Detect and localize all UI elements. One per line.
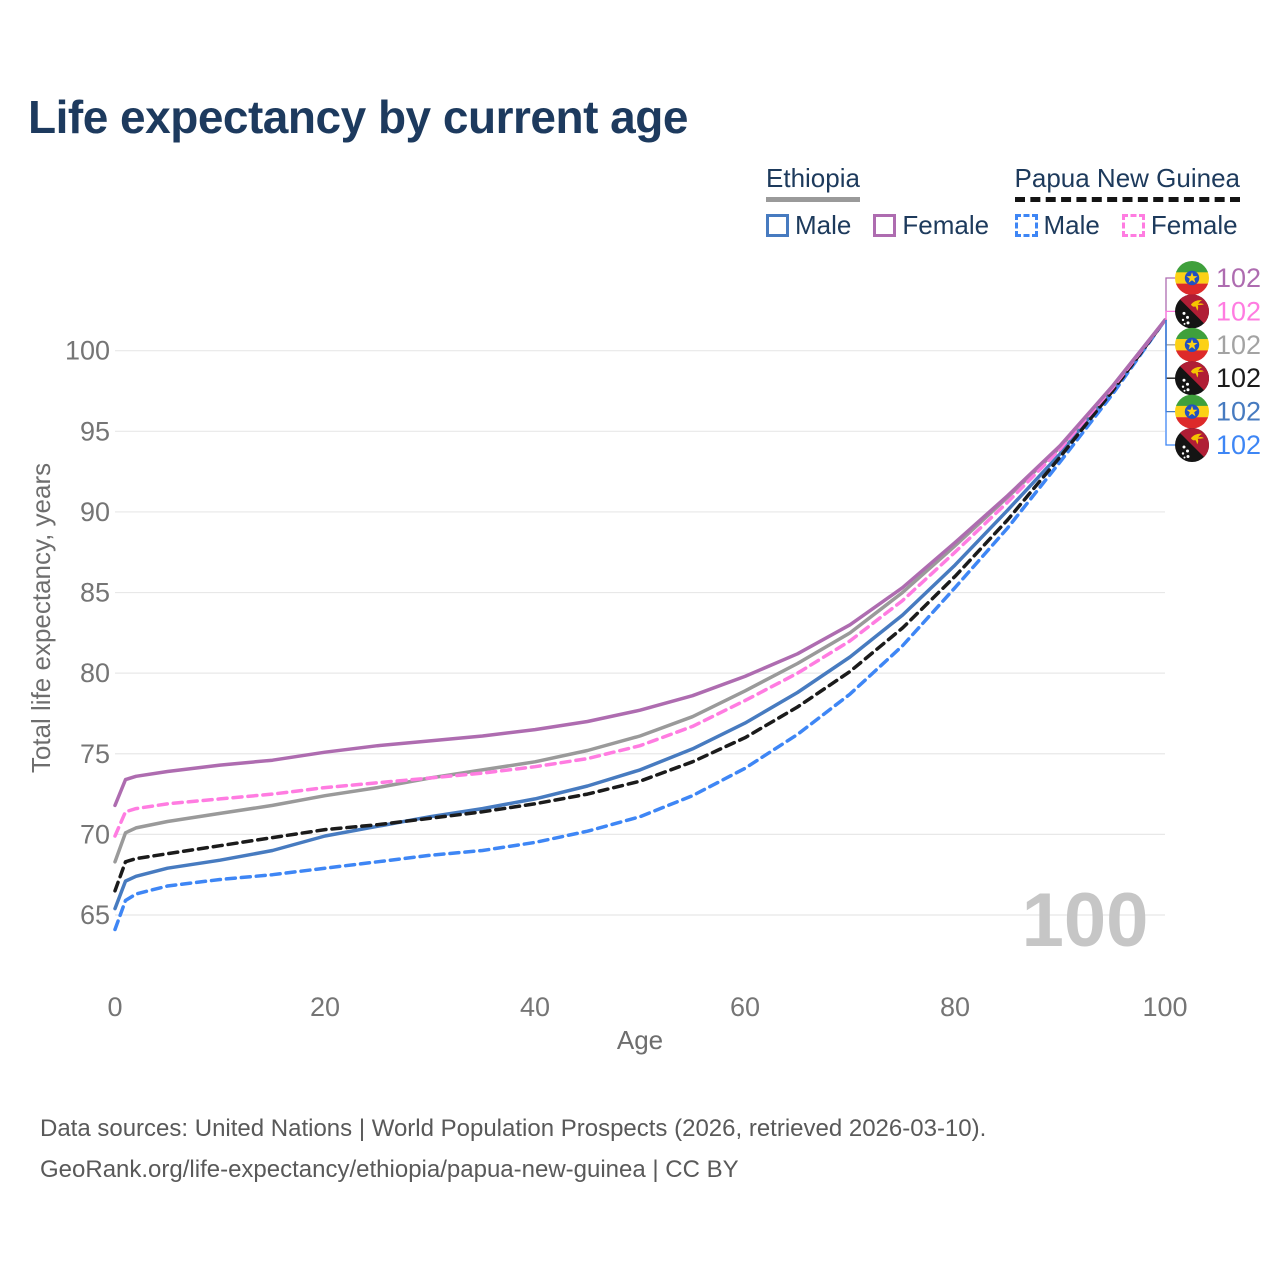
- legend-group-ethiopia: Ethiopia Male Female: [766, 163, 989, 241]
- series-line-papua-new-guinea-female[interactable]: [113, 318, 1167, 838]
- x-axis-title: Age: [617, 1025, 663, 1055]
- papua-new-guinea-flag-icon[interactable]: [1175, 361, 1209, 396]
- end-value-label: 102: [1216, 263, 1261, 293]
- ticks-layer: 65 70 75 80 85 90 95 100 0 20 40 60 80 100: [65, 336, 1188, 1022]
- series-line-ethiopia-female[interactable]: [113, 318, 1167, 808]
- legend-country-ethiopia[interactable]: Ethiopia: [766, 163, 860, 202]
- x-tick-label: 60: [730, 992, 760, 1022]
- y-tick-label: 100: [65, 336, 110, 366]
- footer-url-line: GeoRank.org/life-expectancy/ethiopia/pap…: [40, 1156, 739, 1183]
- ethiopia-female-swatch-icon: [873, 214, 897, 237]
- series-line-ethiopia-male[interactable]: [113, 318, 1167, 911]
- legend-group-papua-new-guinea: Papua New Guinea Male Female: [1014, 163, 1240, 241]
- series-line-ethiopia-all[interactable]: [113, 318, 1167, 864]
- legend-label-png-female: Female: [1150, 210, 1238, 240]
- end-value-label: 102: [1216, 330, 1261, 360]
- legend-item-png-female[interactable]: Female: [1121, 210, 1238, 241]
- leader-line: [1165, 277, 1175, 321]
- footer: Data sources: United Nations | World Pop…: [40, 1108, 986, 1190]
- ethiopia-male-swatch-icon: [766, 214, 789, 237]
- hover-age-watermark: 100: [1022, 878, 1149, 963]
- x-tick-label: 40: [520, 992, 550, 1022]
- x-tick-label: 20: [310, 992, 340, 1022]
- legend-item-ethiopia-male[interactable]: Male: [766, 210, 851, 241]
- legend-items-ethiopia: Male Female: [766, 210, 989, 241]
- chart-title: Life expectancy by current age: [28, 91, 688, 143]
- legend: Ethiopia Male Female Papua New Guinea Ma…: [766, 163, 1240, 241]
- png-male-swatch-icon: [1014, 214, 1038, 237]
- ethiopia-flag-icon[interactable]: [1175, 261, 1209, 295]
- y-tick-label: 75: [80, 739, 110, 769]
- end-value-label: 102: [1216, 430, 1261, 460]
- leader-line: [1165, 320, 1175, 446]
- y-tick-label: 85: [80, 578, 110, 608]
- end-value-label: 102: [1216, 296, 1261, 326]
- legend-label-png-male: Male: [1043, 210, 1100, 240]
- series-line-papua-new-guinea-all[interactable]: [113, 318, 1167, 893]
- y-tick-label: 95: [80, 416, 110, 446]
- ethiopia-flag-icon[interactable]: [1175, 327, 1209, 362]
- ethiopia-flag-icon[interactable]: [1175, 394, 1209, 429]
- end-value-label: 102: [1216, 397, 1261, 427]
- y-tick-label: 65: [80, 900, 110, 930]
- series-layer: [113, 318, 1167, 932]
- png-female-swatch-icon: [1121, 214, 1145, 237]
- leader-line: [1165, 320, 1175, 346]
- papua-new-guinea-flag-icon[interactable]: [1175, 294, 1209, 329]
- leader-line: [1165, 320, 1175, 413]
- grid-layer: [115, 350, 1165, 916]
- papua-new-guinea-flag-icon[interactable]: [1175, 428, 1209, 462]
- footer-sources-line: Data sources: United Nations | World Pop…: [40, 1115, 987, 1142]
- x-tick-label: 80: [940, 992, 970, 1022]
- y-tick-label: 70: [80, 819, 110, 849]
- legend-country-papua-new-guinea[interactable]: Papua New Guinea: [1014, 163, 1240, 202]
- y-tick-label: 90: [80, 497, 110, 527]
- legend-item-ethiopia-female[interactable]: Female: [873, 210, 989, 241]
- x-tick-label: 0: [107, 992, 122, 1022]
- legend-label-ethiopia-female: Female: [902, 210, 990, 240]
- y-axis-title: Total life expectancy, years: [26, 463, 56, 773]
- leader-line: [1165, 310, 1175, 321]
- legend-item-png-male[interactable]: Male: [1014, 210, 1100, 241]
- y-tick-label: 80: [80, 658, 110, 688]
- legend-items-papua-new-guinea: Male Female: [1014, 210, 1240, 241]
- series-line-papua-new-guinea-male[interactable]: [113, 318, 1167, 932]
- leader-line: [1165, 320, 1175, 379]
- end-value-label: 102: [1216, 363, 1261, 393]
- x-tick-label: 100: [1142, 992, 1187, 1022]
- legend-label-ethiopia-male: Male: [795, 210, 852, 240]
